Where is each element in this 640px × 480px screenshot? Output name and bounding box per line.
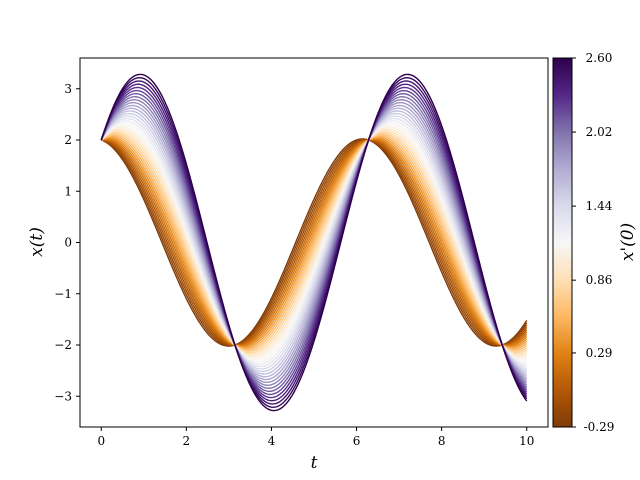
- x-tick-label: 2: [183, 434, 191, 448]
- colorbar-tick-label: 2.60: [586, 51, 613, 65]
- x-axis-title: t: [311, 453, 318, 473]
- colorbar-tick-label: 0.86: [586, 273, 613, 287]
- x-tick-label: 4: [268, 434, 276, 448]
- series-line: [100, 77, 528, 408]
- series-line: [100, 112, 527, 373]
- series-line: [101, 138, 528, 347]
- series-line: [100, 131, 528, 354]
- x-axis: 0 2 4 6 8 10: [97, 427, 534, 448]
- series-line: [100, 128, 527, 357]
- y-tick-label: −1: [54, 287, 72, 301]
- x-tick-label: 10: [519, 434, 534, 448]
- series-line: [100, 115, 527, 370]
- series-line: [100, 89, 528, 396]
- series-line: [101, 139, 528, 346]
- series-line: [100, 133, 528, 352]
- series-line: [100, 122, 527, 363]
- series-line: [101, 139, 528, 346]
- y-axis-title: x(t): [27, 227, 47, 257]
- x-tick-label: 0: [97, 434, 105, 448]
- series-line: [101, 138, 528, 347]
- series-line: [100, 80, 528, 405]
- series-line: [100, 83, 528, 402]
- series-layer: [100, 73, 528, 412]
- colorbar-tick-label: 2.02: [586, 125, 613, 139]
- series-line: [100, 93, 528, 392]
- colorbar: [552, 57, 573, 428]
- y-axis: −3 −2 −1 0 1 2 3: [54, 82, 80, 403]
- series-line: [100, 99, 528, 386]
- colorbar-tick-label: -0.29: [584, 420, 615, 434]
- series-line: [100, 107, 528, 378]
- colorbar-ticks: -0.29 0.29 0.86 1.44 2.02 2.60: [572, 51, 614, 434]
- series-line: [100, 126, 527, 359]
- y-tick-label: 1: [64, 184, 72, 198]
- y-tick-label: −3: [54, 389, 72, 403]
- x-tick-label: 8: [438, 434, 446, 448]
- series-line: [101, 138, 528, 347]
- series-line: [100, 134, 528, 351]
- series-line: [100, 135, 528, 350]
- series-line: [101, 139, 528, 346]
- series-line: [100, 86, 528, 399]
- series-line: [100, 110, 527, 375]
- series-line: [100, 96, 528, 389]
- series-line: [100, 136, 528, 349]
- series-line: [100, 124, 527, 361]
- series-line: [101, 139, 528, 346]
- series-line: [101, 137, 528, 348]
- x-tick-label: 6: [353, 434, 361, 448]
- series-line: [100, 120, 527, 365]
- colorbar-tick-label: 1.44: [586, 199, 613, 213]
- series-line: [100, 73, 528, 412]
- colorbar-tick-label: 0.29: [586, 346, 613, 360]
- series-line: [100, 117, 527, 368]
- y-tick-label: 2: [64, 133, 72, 147]
- series-line: [100, 104, 528, 381]
- y-tick-label: 3: [64, 82, 72, 96]
- series-line: [100, 101, 528, 384]
- series-line: [101, 138, 528, 347]
- y-tick-label: 0: [64, 236, 72, 250]
- colorbar-title: x'(0): [618, 223, 638, 261]
- y-tick-label: −2: [54, 338, 72, 352]
- series-line: [100, 130, 527, 355]
